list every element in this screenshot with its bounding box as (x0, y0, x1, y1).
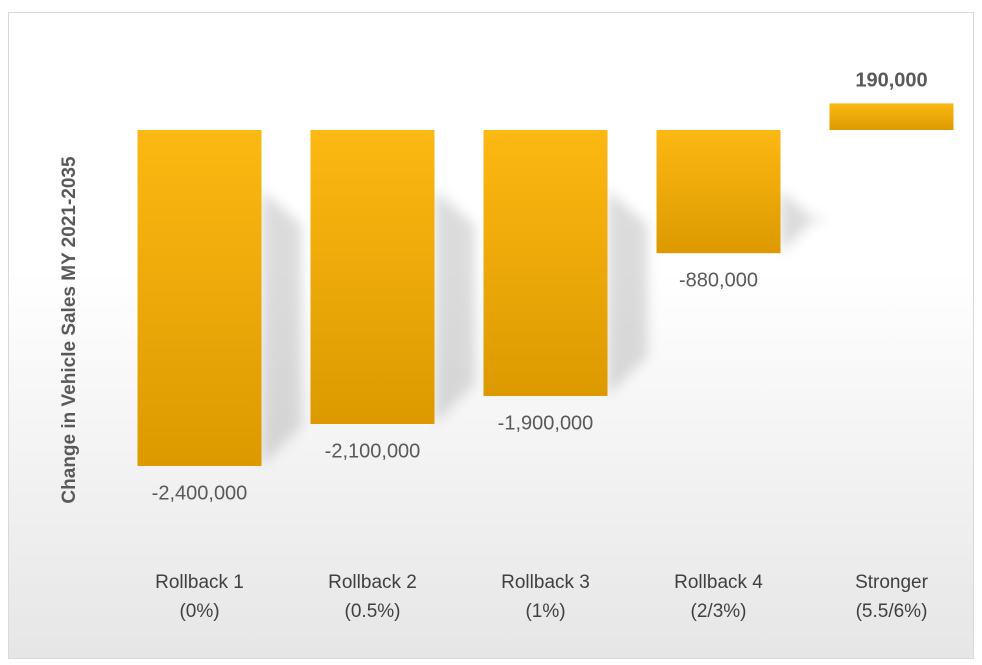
bar-shadow (780, 190, 821, 254)
bar-shadow (607, 190, 648, 396)
data-label: 190,000 (855, 70, 927, 92)
bar (656, 130, 781, 254)
y-axis-title: Change in Vehicle Sales MY 2021-2035 (59, 156, 80, 504)
x-tick-label: Rollback 3 (1%) (501, 572, 590, 622)
x-tick-label: Stronger (5.5/6%) (855, 572, 928, 622)
data-label: -2,400,000 (152, 482, 248, 504)
data-label: -1,900,000 (498, 412, 594, 434)
data-label: -880,000 (679, 269, 758, 291)
x-tick-label: Rollback 2 (0.5%) (328, 572, 417, 622)
x-tick-label: Rollback 4 (2/3%) (674, 572, 763, 622)
bar (137, 130, 262, 466)
x-tick-label: Rollback 1 (0%) (155, 572, 244, 622)
bar (829, 103, 954, 130)
bar-shadow (261, 190, 302, 466)
bar-shadow (434, 190, 475, 424)
bar (310, 130, 435, 424)
data-label: -2,100,000 (325, 440, 421, 462)
bar (483, 130, 608, 396)
